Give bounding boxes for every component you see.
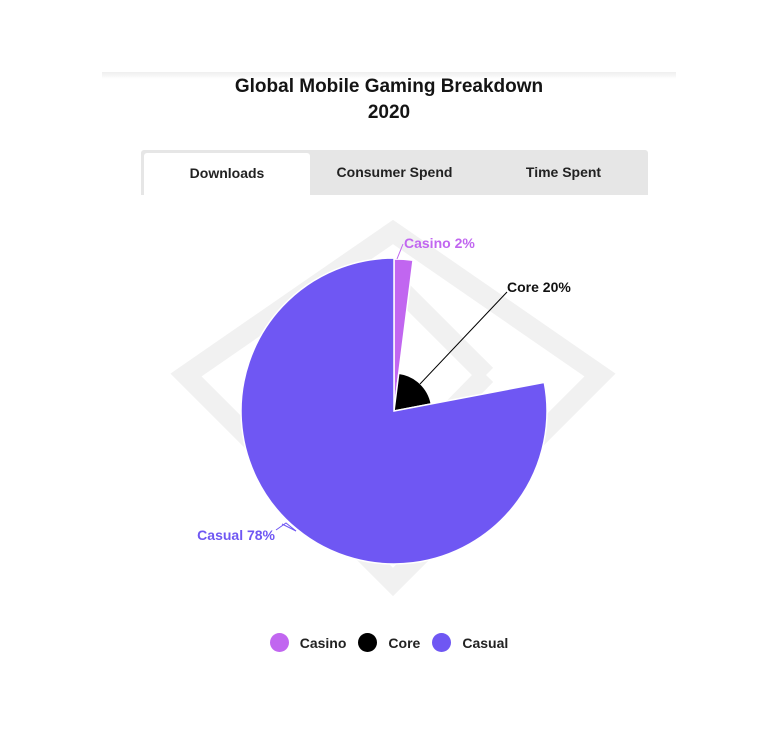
legend-label-casino: Casino xyxy=(299,634,347,651)
legend-item-casual[interactable]: Casual xyxy=(432,633,508,652)
legend-label-core: Core xyxy=(388,634,421,651)
label-connector-core xyxy=(419,291,508,385)
legend-swatch-core xyxy=(358,633,378,652)
pie-labels: Casino 2% Core 20% Casual 78% xyxy=(197,235,571,543)
pie-slices xyxy=(240,257,548,565)
chart-title: Global Mobile Gaming Breakdown xyxy=(234,76,544,97)
chart-card-top-edge xyxy=(102,72,676,79)
legend-item-casino[interactable]: Casino xyxy=(269,633,347,652)
casual-label-pointer xyxy=(275,522,297,532)
metric-tabs: Downloads Consumer Spend Time Spent xyxy=(141,150,648,195)
tab-time-spent[interactable]: Time Spent xyxy=(525,164,602,180)
pie-slice-casual[interactable] xyxy=(240,257,548,565)
legend-swatch-casino xyxy=(269,633,289,652)
legend-item-core[interactable]: Core xyxy=(358,633,420,652)
data-label-casual: Casual 78% xyxy=(197,527,275,543)
chart-legend: Casino Core Casual xyxy=(0,633,778,652)
label-connector-casino xyxy=(396,243,404,260)
data-label-core: Core 20% xyxy=(507,279,571,295)
label-connector-casual xyxy=(281,523,297,532)
data-label-casino: Casino 2% xyxy=(404,235,475,251)
tab-consumer-spend[interactable]: Consumer Spend xyxy=(336,164,453,180)
tab-downloads[interactable]: Downloads xyxy=(144,153,310,195)
chart-subtitle-year: 2020 xyxy=(367,102,411,123)
legend-label-casual: Casual xyxy=(462,634,509,651)
legend-swatch-casual xyxy=(432,633,452,652)
